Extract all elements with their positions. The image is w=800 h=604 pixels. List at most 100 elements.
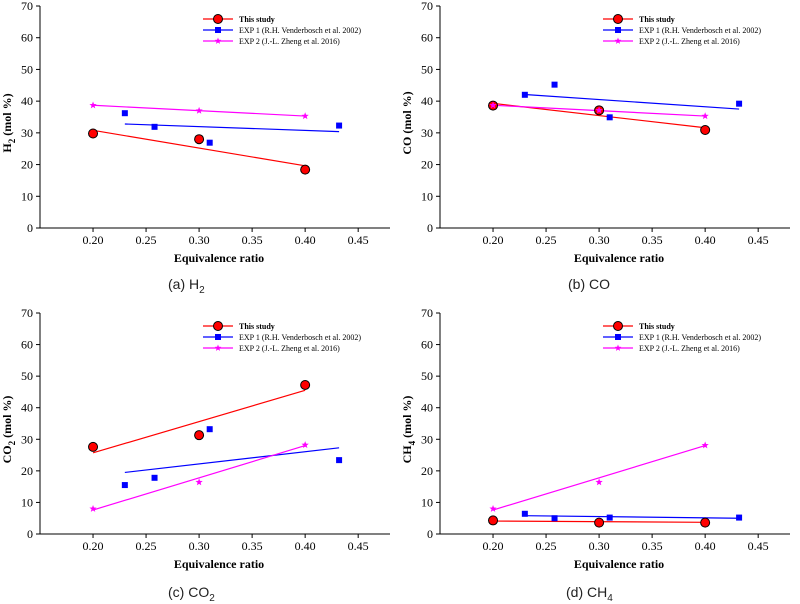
y-tick-label: 30 xyxy=(21,432,33,446)
data-point-exp2 xyxy=(195,106,203,114)
x-tick-label: 0.30 xyxy=(589,539,610,553)
x-axis-label: Equivalence ratio xyxy=(574,557,664,571)
chart-ch4: 0 10 20 30 40 50 60 70 0.20 0.25 0.30 0.35 0.40 0.45 E… xyxy=(400,306,790,571)
data-point-exp1 xyxy=(206,426,213,433)
data-point-exp2 xyxy=(89,504,97,512)
legend: This study EXP 1 (R.H. Venderbosch et al.… xyxy=(203,14,361,46)
y-tick-label: 0 xyxy=(27,527,33,541)
data-point-exp1 xyxy=(606,514,613,521)
fit-line-this-study xyxy=(92,389,306,454)
data-point-exp1 xyxy=(121,482,128,489)
y-tick-label: 0 xyxy=(27,221,33,235)
legend-marker-exp1 xyxy=(615,334,621,340)
y-tick-label: 30 xyxy=(21,126,33,140)
data-point-this-study xyxy=(488,515,499,526)
y-tick-label: 20 xyxy=(421,158,433,172)
legend-label-exp1: EXP 1 (R.H. Venderbosch et al. 2002) xyxy=(639,333,761,342)
data-point-exp1 xyxy=(521,91,528,98)
y-tick-label: 70 xyxy=(421,306,433,320)
y-tick-label: 50 xyxy=(21,369,33,383)
caption-c: (c) CO2 xyxy=(168,584,215,604)
y-tick-label: 40 xyxy=(421,94,433,108)
x-tick-label: 0.30 xyxy=(589,233,610,247)
legend-marker-exp2 xyxy=(214,344,222,351)
y-tick-label: 50 xyxy=(421,62,433,76)
y-tick-label: 40 xyxy=(21,94,33,108)
x-tick-label: 0.40 xyxy=(695,539,716,553)
x-tick-label: 0.20 xyxy=(483,233,504,247)
data-point-exp2 xyxy=(489,504,497,512)
legend-label-exp2: EXP 2 (J.-L. Zheng et al. 2016) xyxy=(239,37,340,46)
y-axis-label: CH4 (mol %) xyxy=(400,396,417,464)
y-tick-label: 70 xyxy=(21,306,33,320)
fit-line-exp1 xyxy=(524,515,740,519)
caption-d: (d) CH4 xyxy=(566,584,613,604)
x-tick-label: 0.25 xyxy=(536,233,557,247)
x-tick-label: 0.35 xyxy=(242,233,263,247)
data-point-exp1 xyxy=(521,510,528,517)
y-tick-label: 40 xyxy=(21,401,33,415)
y-tick-label: 70 xyxy=(421,0,433,13)
data-point-this-study xyxy=(594,517,605,528)
y-tick-label: 0 xyxy=(427,527,433,541)
fit-line-exp2 xyxy=(492,445,706,511)
data-point-exp1 xyxy=(736,100,743,107)
x-tick-label: 0.40 xyxy=(295,539,316,553)
legend: This study EXP 1 (R.H. Venderbosch et al.… xyxy=(203,321,361,353)
legend: This study EXP 1 (R.H. Venderbosch et al.… xyxy=(603,321,761,353)
data-point-exp1 xyxy=(551,81,558,88)
chart-co: 0 10 20 30 40 50 60 70 0.20 0.25 0.30 0.35 0.40 0.45 E… xyxy=(400,0,790,265)
data-point-exp2 xyxy=(595,106,603,114)
legend-label-exp2: EXP 2 (J.-L. Zheng et al. 2016) xyxy=(239,344,340,353)
chart-co2: 0 10 20 30 40 50 60 70 0.20 0.25 0.30 0.35 0.40 0.45 E… xyxy=(0,306,390,571)
x-axis-label: Equivalence ratio xyxy=(174,251,264,265)
caption-a: (a) H2 xyxy=(168,276,205,296)
y-tick-label: 60 xyxy=(21,31,33,45)
x-tick-label: 0.25 xyxy=(136,539,157,553)
legend-label-this-study: This study xyxy=(239,322,275,331)
fit-line-exp1 xyxy=(124,123,340,133)
data-point-exp2 xyxy=(89,101,97,109)
fit-line-exp2 xyxy=(92,445,306,511)
y-tick-label: 10 xyxy=(21,189,33,203)
legend-marker-exp2 xyxy=(214,37,222,44)
data-point-this-study xyxy=(88,128,99,139)
data-point-exp1 xyxy=(151,474,158,481)
data-point-this-study xyxy=(194,134,205,145)
x-tick-label: 0.40 xyxy=(695,233,716,247)
x-tick-label: 0.45 xyxy=(748,233,769,247)
legend-marker-this-study xyxy=(613,14,623,24)
y-tick-label: 10 xyxy=(421,495,433,509)
legend-marker-exp1 xyxy=(215,334,221,340)
legend-label-exp1: EXP 1 (R.H. Venderbosch et al. 2002) xyxy=(639,26,761,35)
legend-marker-exp1 xyxy=(215,27,221,33)
legend-marker-exp2 xyxy=(614,37,622,44)
fit-line-exp1 xyxy=(124,447,340,474)
y-tick-label: 30 xyxy=(421,126,433,140)
x-tick-label: 0.20 xyxy=(83,539,104,553)
data-point-exp1 xyxy=(151,123,158,130)
y-axis-label: CO (mol %) xyxy=(400,91,414,154)
legend-label-exp2: EXP 2 (J.-L. Zheng et al. 2016) xyxy=(639,344,740,353)
x-tick-label: 0.25 xyxy=(536,539,557,553)
data-point-this-study xyxy=(300,164,311,175)
data-point-this-study xyxy=(300,379,311,390)
x-tick-label: 0.40 xyxy=(295,233,316,247)
data-point-this-study xyxy=(194,430,205,441)
data-point-exp1 xyxy=(551,515,558,522)
y-tick-label: 60 xyxy=(421,338,433,352)
legend-label-exp2: EXP 2 (J.-L. Zheng et al. 2016) xyxy=(639,37,740,46)
data-point-exp2 xyxy=(195,478,203,486)
x-tick-label: 0.35 xyxy=(242,539,263,553)
legend-label-exp1: EXP 1 (R.H. Venderbosch et al. 2002) xyxy=(239,26,361,35)
y-tick-label: 60 xyxy=(21,338,33,352)
data-point-exp1 xyxy=(121,110,128,117)
x-tick-label: 0.35 xyxy=(642,539,663,553)
x-tick-label: 0.45 xyxy=(348,539,369,553)
legend-marker-exp1 xyxy=(615,27,621,33)
chart-h2: 0 10 20 30 40 50 60 70 0.20 0.25 0.30 0.35 0.40 0.45 E… xyxy=(0,0,390,265)
legend-marker-this-study xyxy=(213,321,223,331)
x-tick-label: 0.30 xyxy=(189,539,210,553)
y-tick-label: 10 xyxy=(21,495,33,509)
